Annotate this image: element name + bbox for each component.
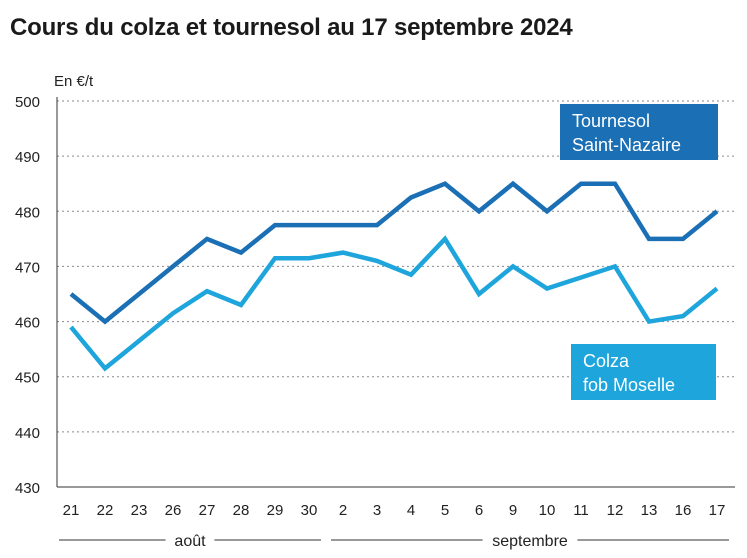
legend-label-1-0: Colza <box>583 351 630 371</box>
series-lines <box>69 180 719 372</box>
x-tick-label-16: 12 <box>607 502 624 519</box>
legend-label-0-1: Saint-Nazaire <box>572 135 681 155</box>
y-tick-label-480: 480 <box>15 204 40 221</box>
x-tick-label-17: 13 <box>641 502 658 519</box>
legend-box-0 <box>560 104 718 160</box>
x-tick-label-14: 10 <box>539 502 556 519</box>
x-tick-label-12: 6 <box>475 502 483 519</box>
legend: Tournesol Saint-Nazaire Colza fob Moselle <box>560 104 718 400</box>
month-label-0: août <box>174 533 206 550</box>
x-tick-label-7: 30 <box>301 502 318 519</box>
y-tick-label-430: 430 <box>15 480 40 497</box>
month-label-1: septembre <box>492 533 568 550</box>
x-tick-label-3: 26 <box>165 502 182 519</box>
x-tick-label-18: 16 <box>675 502 692 519</box>
y-tick-label-440: 440 <box>15 425 40 442</box>
x-tick-label-4: 27 <box>199 502 216 519</box>
y-tick-label-490: 490 <box>15 149 40 166</box>
x-tick-label-9: 3 <box>373 502 381 519</box>
x-tick-label-2: 23 <box>131 502 148 519</box>
x-tick-labels: 21 22 23 26 27 28 29 30 2 3 4 5 6 9 10 11 12 13 16 17 <box>63 502 726 519</box>
x-tick-label-13: 9 <box>509 502 517 519</box>
x-tick-label-5: 28 <box>233 502 250 519</box>
x-tick-label-8: 2 <box>339 502 347 519</box>
x-tick-label-19: 17 <box>709 502 726 519</box>
chart-title: Cours du colza et tournesol au 17 septem… <box>10 14 573 41</box>
y-tick-label-460: 460 <box>15 315 40 332</box>
series-line-0 <box>69 180 719 325</box>
series-line-1 <box>69 235 719 372</box>
legend-box-1 <box>571 344 716 400</box>
legend-label-0-0: Tournesol <box>572 111 650 131</box>
legend-item-1: Colza fob Moselle <box>571 344 716 400</box>
month-labels: août septembre <box>59 533 729 550</box>
y-axis-unit-label: En €/t <box>54 73 94 90</box>
y-tick-label-500: 500 <box>15 94 40 111</box>
x-tick-label-6: 29 <box>267 502 284 519</box>
axes <box>56 97 735 488</box>
legend-label-1-1: fob Moselle <box>583 375 675 395</box>
x-tick-label-11: 5 <box>441 502 449 519</box>
x-tick-label-15: 11 <box>573 502 589 519</box>
x-tick-label-1: 22 <box>97 502 114 519</box>
legend-item-0: Tournesol Saint-Nazaire <box>560 104 718 160</box>
y-tick-label-450: 450 <box>15 370 40 387</box>
x-tick-label-0: 21 <box>63 502 80 519</box>
y-tick-label-470: 470 <box>15 259 40 276</box>
x-tick-label-10: 4 <box>407 502 415 519</box>
